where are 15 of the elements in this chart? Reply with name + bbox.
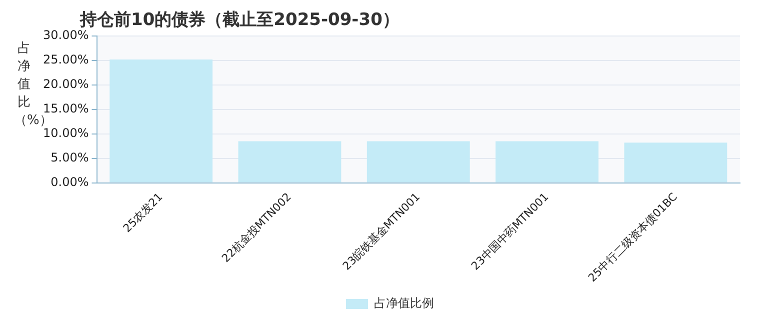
bar (366, 141, 470, 182)
bar (624, 142, 728, 182)
y-tick-label: 0.00% (50, 174, 89, 189)
bar (238, 141, 342, 182)
chart-title: 持仓前10的债券（截止至2025-09-30） (80, 9, 400, 30)
y-tick-label: 5.00% (50, 150, 89, 164)
y-tick-label: 10.00% (42, 126, 89, 140)
y-tick-label: 20.00% (42, 77, 89, 92)
bar (110, 59, 213, 182)
y-tick-label: 15.00% (42, 102, 89, 116)
y-tick-label: 30.00% (42, 28, 89, 42)
bar (496, 141, 598, 182)
x-tick-label: 25农发21 (120, 190, 166, 235)
y-tick-label: 25.00% (42, 52, 89, 67)
legend-label: 占净值比例 (374, 296, 434, 310)
